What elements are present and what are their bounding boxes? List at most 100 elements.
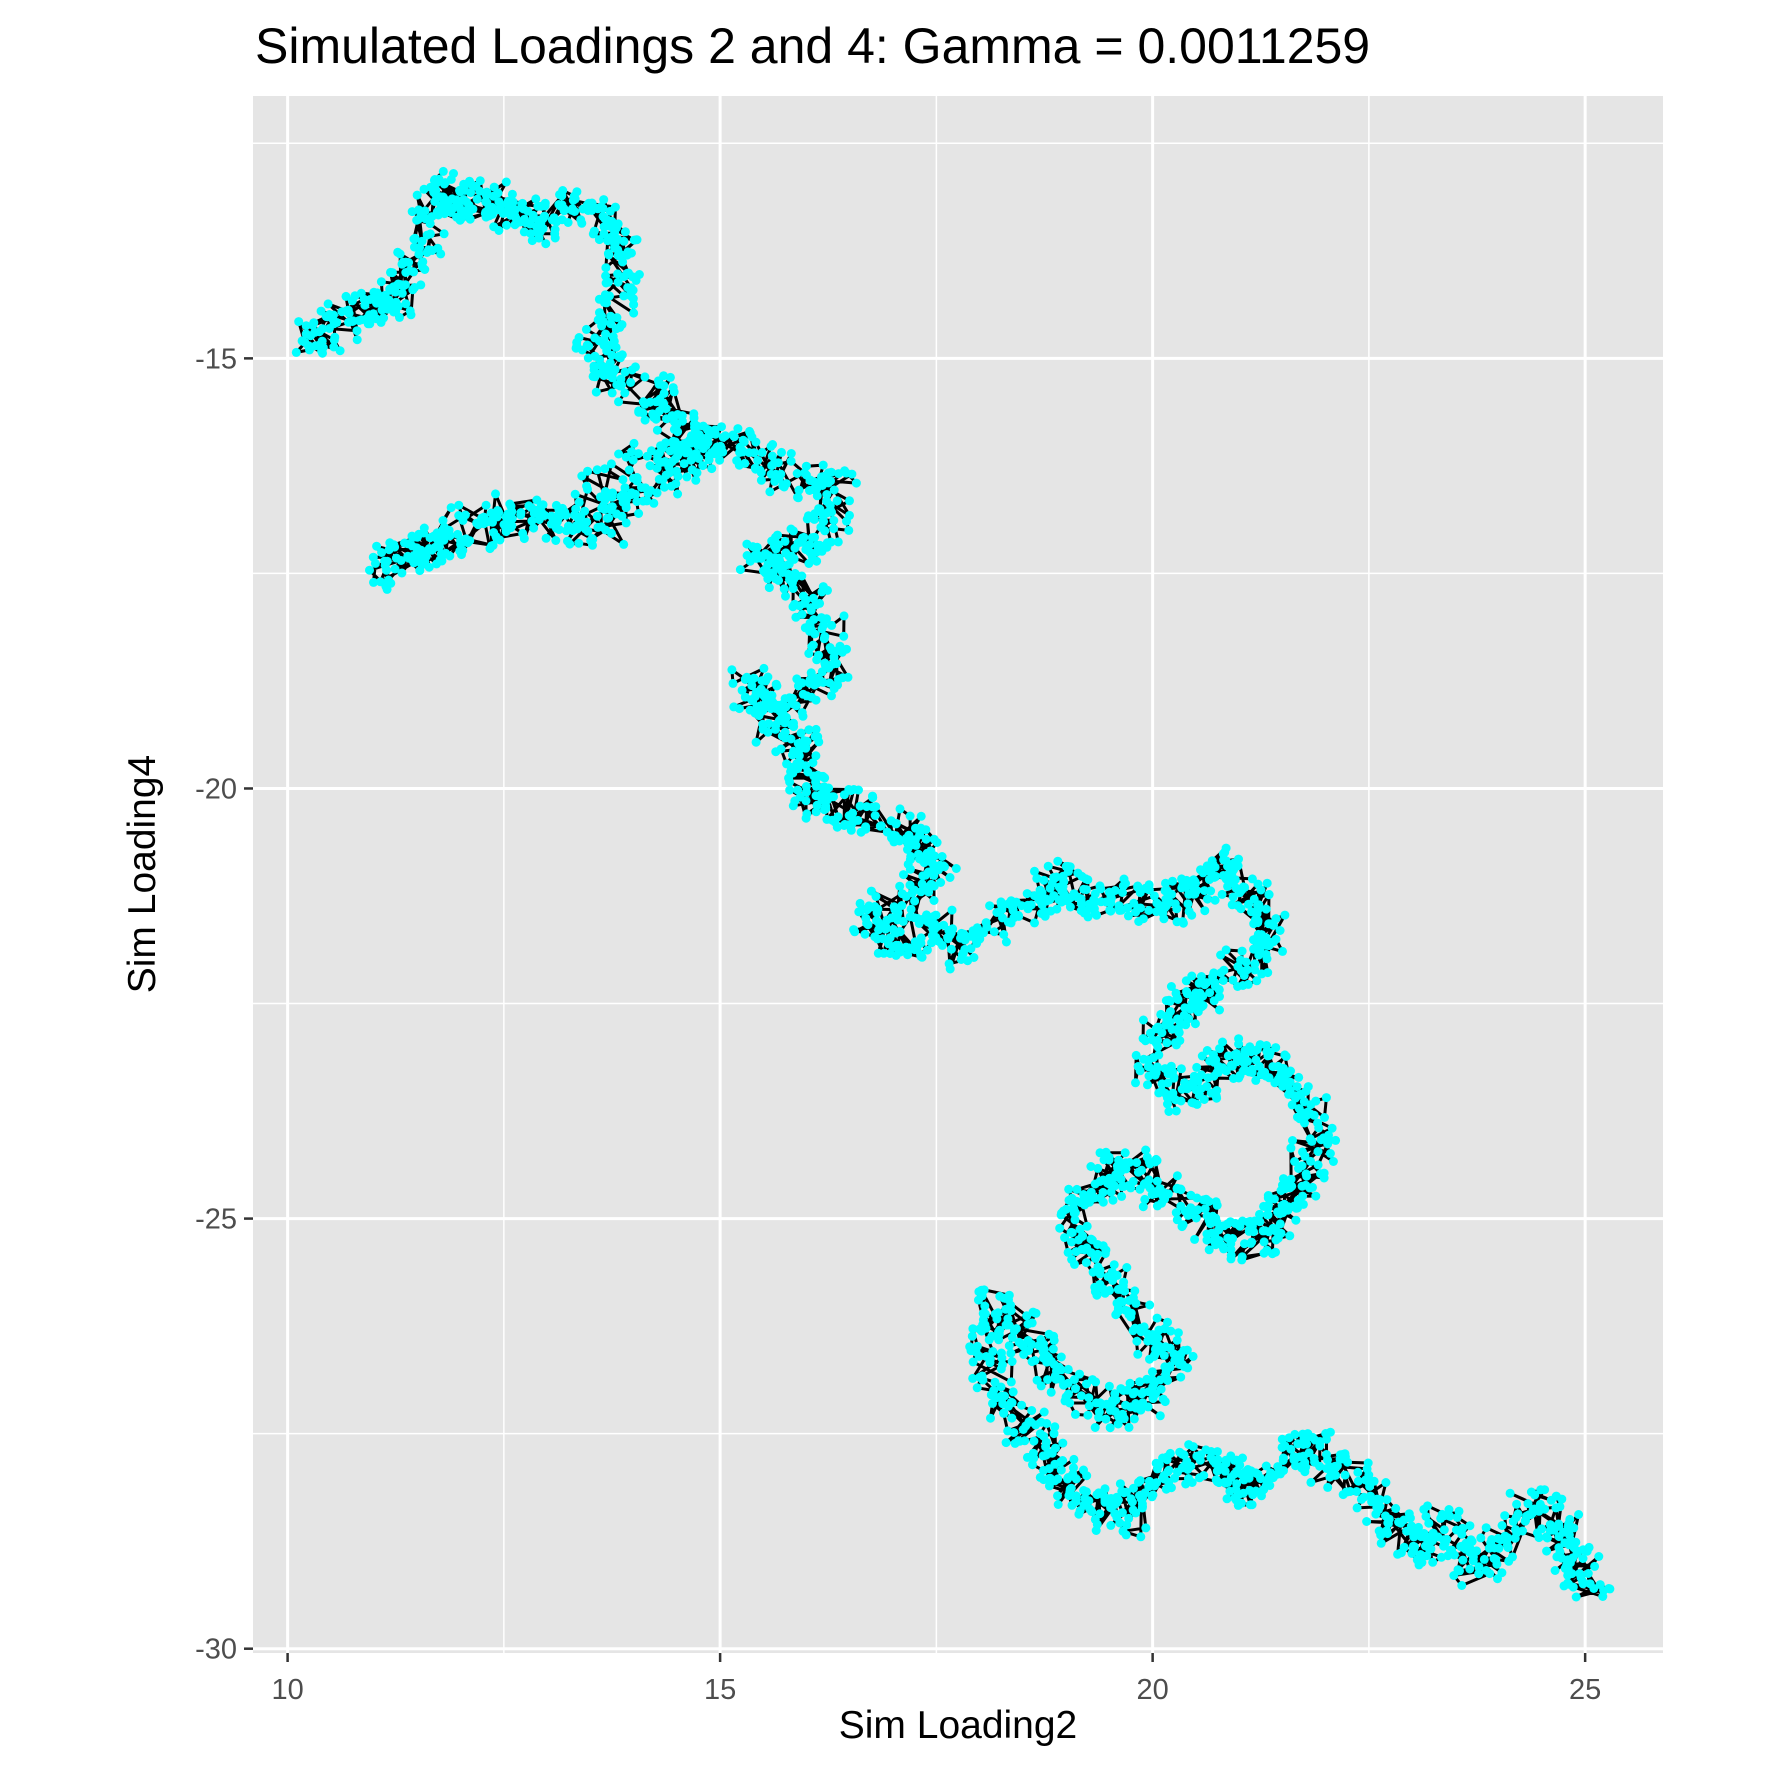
- data-point: [1027, 1318, 1037, 1328]
- data-point: [795, 743, 805, 753]
- data-point: [832, 496, 842, 506]
- data-point: [1542, 1533, 1552, 1543]
- data-point: [341, 291, 351, 301]
- data-point: [1217, 889, 1227, 899]
- data-point: [833, 537, 843, 547]
- data-point: [1204, 1245, 1214, 1255]
- data-point: [382, 565, 391, 575]
- data-point: [707, 464, 717, 474]
- data-point: [1108, 1276, 1117, 1285]
- data-point: [1184, 1440, 1194, 1450]
- data-point: [1046, 1387, 1056, 1397]
- data-point: [1542, 1546, 1552, 1556]
- data-point: [1356, 1494, 1366, 1504]
- data-point: [795, 601, 805, 611]
- data-point: [1276, 1186, 1286, 1196]
- data-point: [1172, 1335, 1182, 1345]
- data-point: [996, 1382, 1006, 1392]
- data-point: [1048, 1344, 1058, 1354]
- data-point: [1161, 996, 1171, 1006]
- data-point: [1029, 1436, 1039, 1446]
- data-point: [916, 887, 926, 897]
- data-point: [291, 347, 301, 357]
- data-point: [638, 496, 648, 506]
- data-point: [1206, 1453, 1216, 1462]
- data-point: [1260, 1067, 1270, 1077]
- data-point: [581, 324, 591, 334]
- data-point: [1256, 1474, 1266, 1483]
- data-point: [1244, 1473, 1254, 1483]
- data-point: [1151, 1458, 1161, 1468]
- data-point: [623, 247, 633, 257]
- data-point: [1145, 1300, 1155, 1310]
- data-point: [853, 815, 863, 825]
- data-point: [1144, 885, 1154, 895]
- data-point: [382, 556, 392, 566]
- data-point: [1083, 912, 1093, 922]
- data-point: [1049, 1429, 1059, 1439]
- data-point: [409, 551, 419, 560]
- data-point: [804, 559, 814, 568]
- data-point: [1056, 1352, 1066, 1362]
- data-point: [1120, 1148, 1130, 1158]
- data-point: [717, 422, 726, 432]
- data-point: [728, 678, 738, 688]
- data-point: [1220, 1477, 1230, 1487]
- data-point: [1074, 1509, 1084, 1519]
- data-point: [1028, 1460, 1037, 1470]
- data-point: [576, 215, 586, 225]
- data-point: [434, 174, 444, 184]
- data-point: [1255, 1040, 1265, 1050]
- data-point: [1288, 1136, 1297, 1145]
- data-point: [1536, 1485, 1546, 1495]
- data-point: [1181, 976, 1191, 986]
- data-point: [1554, 1532, 1564, 1542]
- data-point: [1129, 898, 1139, 908]
- data-point: [910, 896, 920, 906]
- data-point: [1028, 1448, 1038, 1458]
- data-point: [583, 466, 593, 476]
- data-point: [1444, 1505, 1454, 1514]
- data-point: [613, 277, 623, 287]
- data-point: [1108, 1195, 1118, 1205]
- data-point: [571, 504, 581, 514]
- data-point: [1165, 897, 1175, 907]
- data-point: [1174, 1350, 1184, 1360]
- data-point: [1313, 1147, 1323, 1156]
- data-point: [985, 901, 995, 911]
- data-point: [1384, 1514, 1394, 1524]
- data-point: [958, 948, 968, 958]
- data-point: [682, 472, 692, 482]
- data-point: [1259, 1237, 1269, 1247]
- data-point: [638, 397, 648, 407]
- data-point: [626, 490, 636, 500]
- data-point: [1023, 904, 1033, 914]
- data-point: [1045, 895, 1055, 905]
- data-point: [829, 485, 839, 495]
- data-point: [652, 425, 662, 435]
- data-point: [1439, 1525, 1449, 1535]
- data-point: [798, 591, 808, 601]
- data-point: [1286, 1143, 1296, 1153]
- data-point: [1172, 1171, 1182, 1181]
- data-point: [1243, 1056, 1252, 1066]
- data-point: [606, 311, 616, 321]
- data-point: [1101, 1245, 1111, 1255]
- data-point: [687, 465, 697, 475]
- data-point: [605, 291, 614, 301]
- data-point: [823, 468, 833, 478]
- data-point: [1207, 856, 1217, 866]
- data-point: [946, 944, 956, 954]
- data-point: [1605, 1584, 1615, 1594]
- data-point: [826, 537, 836, 547]
- data-point: [1037, 888, 1047, 898]
- data-point: [997, 1353, 1007, 1363]
- data-point: [673, 451, 683, 460]
- data-point: [324, 324, 334, 333]
- data-point: [1270, 1078, 1280, 1088]
- data-point: [531, 194, 541, 204]
- data-point: [573, 513, 583, 523]
- data-point: [1321, 1093, 1331, 1103]
- data-point: [1071, 1247, 1081, 1257]
- data-point: [603, 277, 613, 287]
